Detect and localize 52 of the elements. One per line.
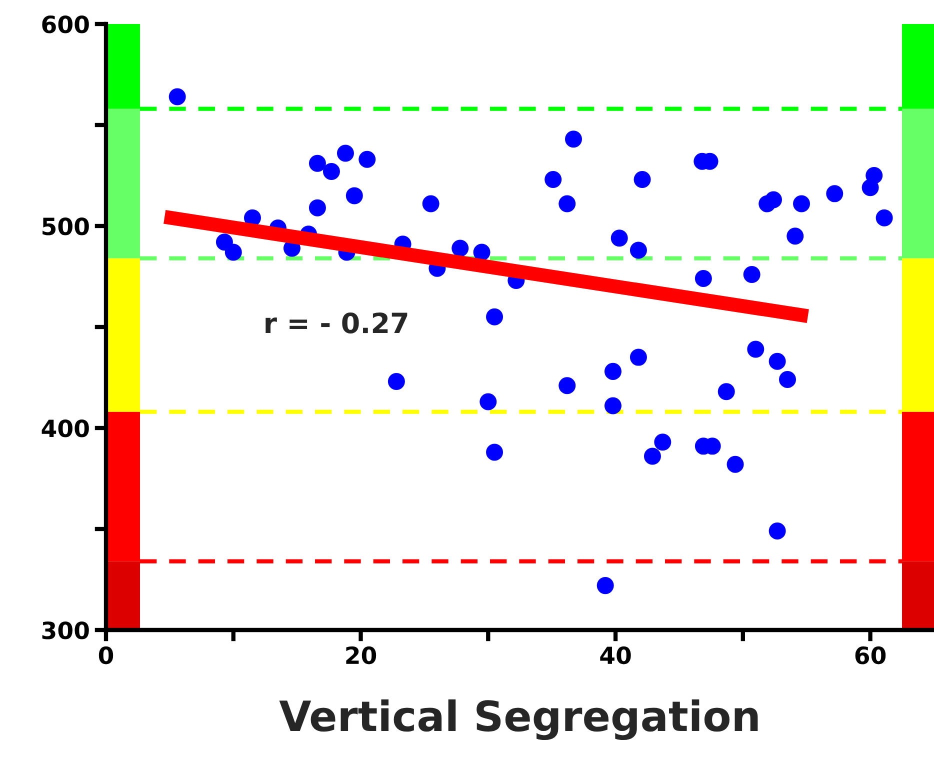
point: [558, 195, 576, 212]
y-tick-label: 600: [42, 15, 89, 34]
x-tick-label: 60: [855, 646, 886, 664]
point: [336, 144, 354, 162]
x-tick-label: 0: [98, 646, 114, 664]
point: [726, 456, 744, 473]
point: [452, 240, 469, 257]
point: [779, 371, 796, 388]
point: [596, 577, 614, 594]
point: [486, 308, 504, 326]
y-tick-label: 400: [42, 419, 89, 438]
point: [654, 434, 672, 451]
point: [610, 230, 628, 247]
point: [473, 244, 490, 261]
y-tick-label: 500: [42, 217, 89, 236]
point: [224, 244, 242, 261]
point: [604, 397, 622, 414]
point: [862, 179, 879, 196]
point: [768, 522, 786, 540]
x-tick-label: 40: [600, 646, 631, 664]
point: [876, 209, 893, 226]
point: [486, 444, 504, 461]
x-tick-label: 20: [346, 646, 376, 664]
point: [630, 242, 647, 259]
point: [308, 154, 326, 172]
point: [718, 383, 735, 400]
point: [644, 448, 661, 465]
point: [558, 377, 576, 394]
point: [634, 171, 651, 188]
point: [322, 162, 340, 180]
point: [480, 393, 497, 410]
annotation: r = - 0.27: [266, 312, 408, 334]
point: [764, 191, 782, 208]
point: [786, 228, 804, 245]
point: [388, 373, 405, 390]
point: [743, 266, 760, 283]
x-axis-title: Vertical Segregation: [279, 699, 758, 740]
point: [768, 352, 786, 370]
point: [747, 340, 764, 358]
point: [604, 362, 622, 380]
point: [630, 348, 647, 366]
point: [826, 185, 844, 202]
point: [544, 171, 562, 188]
point: [422, 195, 440, 212]
y-tick-label: 300: [42, 621, 89, 640]
point: [694, 270, 712, 288]
point: [346, 187, 363, 204]
point: [564, 130, 582, 148]
point: [358, 150, 376, 168]
point: [308, 199, 326, 216]
point: [168, 88, 186, 106]
point: [793, 195, 810, 212]
